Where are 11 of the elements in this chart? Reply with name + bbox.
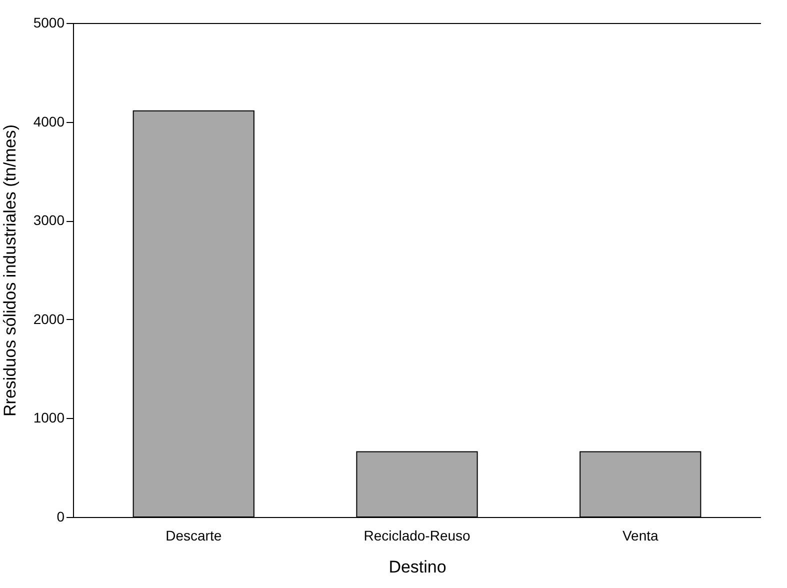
x-tick-label: Venta xyxy=(622,528,658,544)
x-axis-title: Destino xyxy=(388,558,446,576)
y-tick-label: 1000 xyxy=(33,410,65,426)
y-tick-label: 2000 xyxy=(33,310,65,327)
y-tick-label: 0 xyxy=(56,508,65,524)
y-axis-title: Rresiduos sólidos industriales (tn/mes) xyxy=(0,124,20,416)
y-tick-label: 4000 xyxy=(33,113,65,130)
y-tick-label: 3000 xyxy=(33,212,65,228)
x-tick-label: Descarte xyxy=(166,528,222,544)
x-tick-label: Reciclado-Reuso xyxy=(364,528,471,544)
y-tick-label: 5000 xyxy=(33,14,65,30)
